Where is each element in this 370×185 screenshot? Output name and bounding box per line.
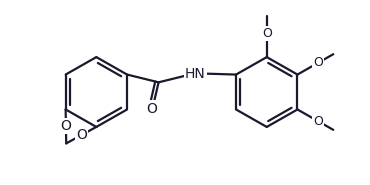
Text: O: O [262,27,272,40]
Text: O: O [77,128,87,142]
Text: O: O [60,119,71,133]
Text: O: O [313,115,323,128]
Text: O: O [146,102,157,115]
Text: O: O [313,56,323,69]
Text: HN: HN [185,67,205,81]
